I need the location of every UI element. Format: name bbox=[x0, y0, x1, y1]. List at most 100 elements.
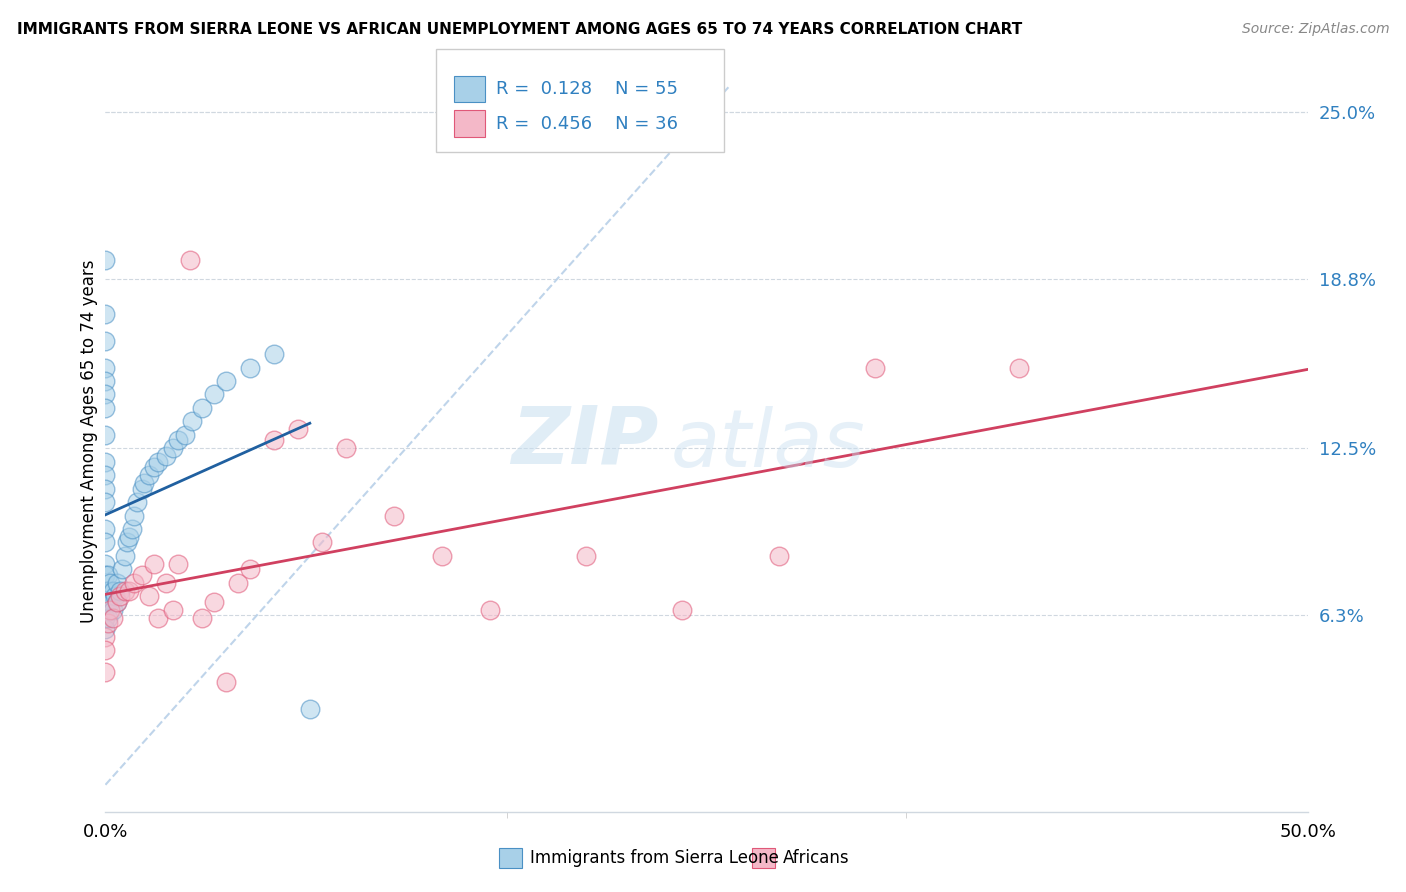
Point bbox=[115, 535, 138, 549]
Point bbox=[94, 482, 117, 496]
Point bbox=[94, 401, 117, 415]
Point bbox=[94, 567, 117, 582]
Y-axis label: Unemployment Among Ages 65 to 74 years: Unemployment Among Ages 65 to 74 years bbox=[80, 260, 98, 624]
Point bbox=[214, 374, 236, 388]
Point bbox=[94, 595, 117, 609]
Point bbox=[94, 630, 117, 644]
Point bbox=[179, 252, 201, 267]
Point bbox=[214, 675, 236, 690]
Point bbox=[768, 549, 790, 563]
Point bbox=[131, 482, 153, 496]
Point bbox=[98, 595, 121, 609]
Point bbox=[98, 603, 121, 617]
Point bbox=[94, 334, 117, 348]
Text: R =  0.128    N = 55: R = 0.128 N = 55 bbox=[496, 80, 678, 98]
Text: IMMIGRANTS FROM SIERRA LEONE VS AFRICAN UNEMPLOYMENT AMONG AGES 65 TO 74 YEARS C: IMMIGRANTS FROM SIERRA LEONE VS AFRICAN … bbox=[17, 22, 1022, 37]
Point bbox=[94, 387, 117, 401]
Point bbox=[575, 549, 598, 563]
Point bbox=[173, 427, 195, 442]
Point bbox=[287, 422, 309, 436]
Point bbox=[148, 611, 170, 625]
Point bbox=[162, 442, 184, 456]
Point bbox=[118, 530, 141, 544]
Point bbox=[94, 307, 117, 321]
Text: R =  0.456    N = 36: R = 0.456 N = 36 bbox=[496, 115, 678, 133]
Point bbox=[94, 455, 117, 469]
Point bbox=[263, 347, 285, 361]
Point bbox=[132, 476, 155, 491]
Point bbox=[335, 442, 357, 456]
Point bbox=[97, 616, 120, 631]
Point bbox=[94, 522, 117, 536]
Point bbox=[239, 562, 262, 576]
Point bbox=[239, 360, 262, 375]
Point bbox=[108, 590, 131, 604]
Point bbox=[94, 665, 117, 679]
Point bbox=[94, 643, 117, 657]
Point bbox=[114, 549, 136, 563]
Point bbox=[142, 460, 165, 475]
Point bbox=[94, 468, 117, 483]
Point bbox=[94, 495, 117, 509]
Point bbox=[94, 535, 117, 549]
Point bbox=[138, 590, 160, 604]
Point bbox=[94, 622, 117, 636]
Point bbox=[107, 595, 129, 609]
Text: Source: ZipAtlas.com: Source: ZipAtlas.com bbox=[1241, 22, 1389, 37]
Point bbox=[142, 557, 165, 571]
Point bbox=[155, 450, 177, 464]
Point bbox=[430, 549, 453, 563]
Point bbox=[263, 433, 285, 447]
Point bbox=[298, 702, 321, 716]
Point bbox=[101, 611, 124, 625]
Point bbox=[162, 603, 184, 617]
Point bbox=[131, 567, 153, 582]
Point bbox=[166, 433, 188, 447]
Point bbox=[125, 495, 148, 509]
Point bbox=[98, 575, 121, 590]
Text: Immigrants from Sierra Leone: Immigrants from Sierra Leone bbox=[530, 849, 779, 867]
Text: ZIP: ZIP bbox=[510, 402, 658, 481]
Point bbox=[94, 427, 117, 442]
Point bbox=[671, 603, 693, 617]
Point bbox=[107, 575, 129, 590]
Point bbox=[155, 575, 177, 590]
Point bbox=[94, 584, 117, 599]
Point bbox=[94, 557, 117, 571]
Point bbox=[226, 575, 249, 590]
Point bbox=[114, 584, 136, 599]
Point bbox=[104, 590, 127, 604]
Point bbox=[94, 374, 117, 388]
Point bbox=[94, 360, 117, 375]
Point bbox=[202, 595, 225, 609]
Point bbox=[148, 455, 170, 469]
Point bbox=[118, 584, 141, 599]
Point bbox=[124, 575, 146, 590]
Point bbox=[94, 611, 117, 625]
Text: atlas: atlas bbox=[671, 406, 865, 484]
Point bbox=[121, 522, 143, 536]
Point bbox=[97, 595, 120, 609]
Point bbox=[97, 567, 120, 582]
Text: Africans: Africans bbox=[783, 849, 849, 867]
Point bbox=[108, 584, 131, 599]
Point bbox=[124, 508, 146, 523]
Point bbox=[382, 508, 405, 523]
Point bbox=[190, 611, 212, 625]
Point bbox=[190, 401, 212, 415]
Point bbox=[1008, 360, 1031, 375]
Point bbox=[101, 584, 124, 599]
Point bbox=[311, 535, 333, 549]
Point bbox=[138, 468, 160, 483]
Point bbox=[101, 603, 124, 617]
Point bbox=[166, 557, 188, 571]
Point bbox=[94, 252, 117, 267]
Point bbox=[863, 360, 886, 375]
Point bbox=[181, 414, 204, 428]
Point bbox=[202, 387, 225, 401]
Point bbox=[107, 595, 129, 609]
Point bbox=[111, 562, 134, 576]
Point bbox=[97, 611, 120, 625]
Point bbox=[479, 603, 502, 617]
Point bbox=[97, 584, 120, 599]
